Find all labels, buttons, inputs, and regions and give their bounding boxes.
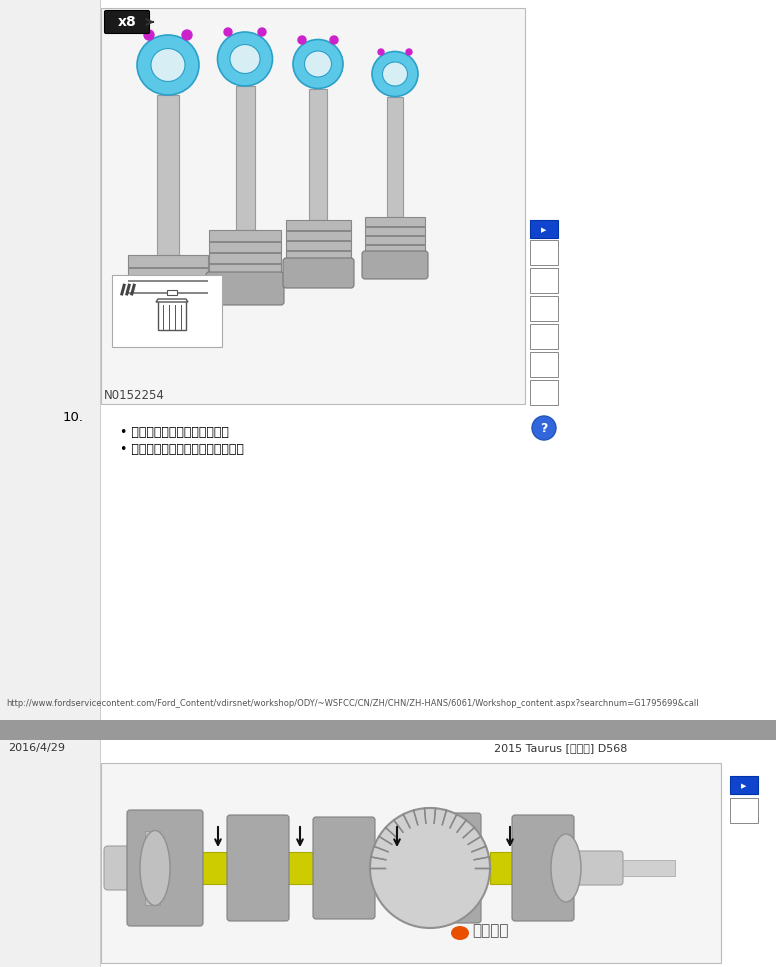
Bar (490, 852, 550, 884)
Text: http://www.fordservicecontent.com/Ford_Content/vdirsnet/workshop/ODY/~WSFCC/CN/Z: http://www.fordservicecontent.com/Ford_C… (6, 699, 698, 708)
Text: 10.: 10. (63, 411, 84, 424)
Ellipse shape (140, 831, 170, 905)
Bar (730, 798, 758, 823)
FancyBboxPatch shape (227, 815, 289, 921)
Bar (128, 267, 208, 269)
Bar (530, 296, 558, 321)
Bar (530, 268, 558, 293)
Ellipse shape (217, 32, 272, 86)
Text: ▶: ▶ (741, 783, 747, 789)
Ellipse shape (151, 48, 185, 81)
Circle shape (258, 28, 266, 36)
Bar (125, 283, 131, 296)
Bar (0, 720, 776, 740)
Text: N0152254: N0152254 (104, 389, 165, 402)
Bar (101, 763, 721, 963)
Text: • 记录每个连杆轴颈的最小测量値。: • 记录每个连杆轴颈的最小测量値。 (120, 443, 244, 456)
Bar (128, 255, 208, 305)
Bar (530, 240, 558, 265)
FancyBboxPatch shape (283, 258, 354, 288)
FancyBboxPatch shape (125, 302, 211, 338)
Bar (530, 352, 558, 377)
Text: x8: x8 (118, 15, 137, 29)
FancyBboxPatch shape (127, 810, 203, 926)
FancyBboxPatch shape (206, 272, 284, 305)
Bar (286, 220, 351, 261)
FancyBboxPatch shape (512, 815, 574, 921)
Bar (730, 776, 758, 794)
Bar (158, 300, 186, 330)
Ellipse shape (137, 35, 199, 95)
Circle shape (298, 36, 306, 44)
Bar (128, 280, 208, 282)
Ellipse shape (304, 51, 331, 77)
Bar (101, 8, 525, 404)
Bar (112, 275, 222, 347)
Bar (286, 250, 351, 252)
Bar (145, 831, 160, 905)
Bar (209, 263, 281, 265)
Text: ?: ? (540, 422, 548, 434)
Circle shape (330, 36, 338, 44)
Bar (380, 852, 440, 884)
Text: • 测量两个方向的长度或距离。: • 测量两个方向的长度或距离。 (120, 426, 229, 439)
FancyBboxPatch shape (104, 846, 152, 890)
FancyBboxPatch shape (572, 851, 623, 885)
Bar (167, 290, 177, 295)
Bar (209, 230, 281, 275)
Circle shape (182, 30, 192, 40)
FancyBboxPatch shape (362, 251, 428, 279)
Bar (365, 235, 425, 237)
Circle shape (370, 808, 490, 928)
Bar (0, 0, 100, 967)
Bar (140, 860, 675, 876)
FancyBboxPatch shape (415, 813, 481, 923)
Ellipse shape (372, 51, 418, 97)
Bar (157, 95, 179, 255)
Text: 汽修帮手: 汽修帮手 (472, 923, 508, 938)
Ellipse shape (551, 834, 581, 902)
Bar (195, 852, 255, 884)
Polygon shape (156, 299, 188, 302)
Bar (286, 230, 351, 232)
Bar (387, 97, 403, 217)
Bar (365, 226, 425, 228)
Bar (236, 86, 255, 230)
Bar (530, 220, 558, 238)
Bar (530, 324, 558, 349)
Bar (120, 283, 126, 296)
Bar (365, 217, 425, 254)
Ellipse shape (230, 44, 260, 73)
Ellipse shape (451, 926, 469, 940)
Circle shape (406, 49, 412, 55)
Bar (209, 252, 281, 254)
FancyBboxPatch shape (105, 11, 150, 34)
Bar (130, 283, 136, 296)
Circle shape (532, 416, 556, 440)
Bar (280, 852, 340, 884)
Polygon shape (450, 920, 468, 938)
Bar (286, 240, 351, 242)
Ellipse shape (383, 62, 407, 86)
Ellipse shape (293, 40, 343, 89)
Text: ▶: ▶ (542, 227, 546, 233)
Bar (209, 241, 281, 243)
Circle shape (378, 49, 384, 55)
Circle shape (144, 30, 154, 40)
Text: 2016/4/29: 2016/4/29 (8, 743, 65, 753)
Bar (309, 89, 327, 220)
Bar (530, 380, 558, 405)
Bar (128, 292, 208, 294)
Circle shape (224, 28, 232, 36)
Bar (365, 244, 425, 246)
FancyBboxPatch shape (313, 817, 375, 919)
Text: 2015 Taurus [金牛座] D568: 2015 Taurus [金牛座] D568 (494, 743, 627, 753)
